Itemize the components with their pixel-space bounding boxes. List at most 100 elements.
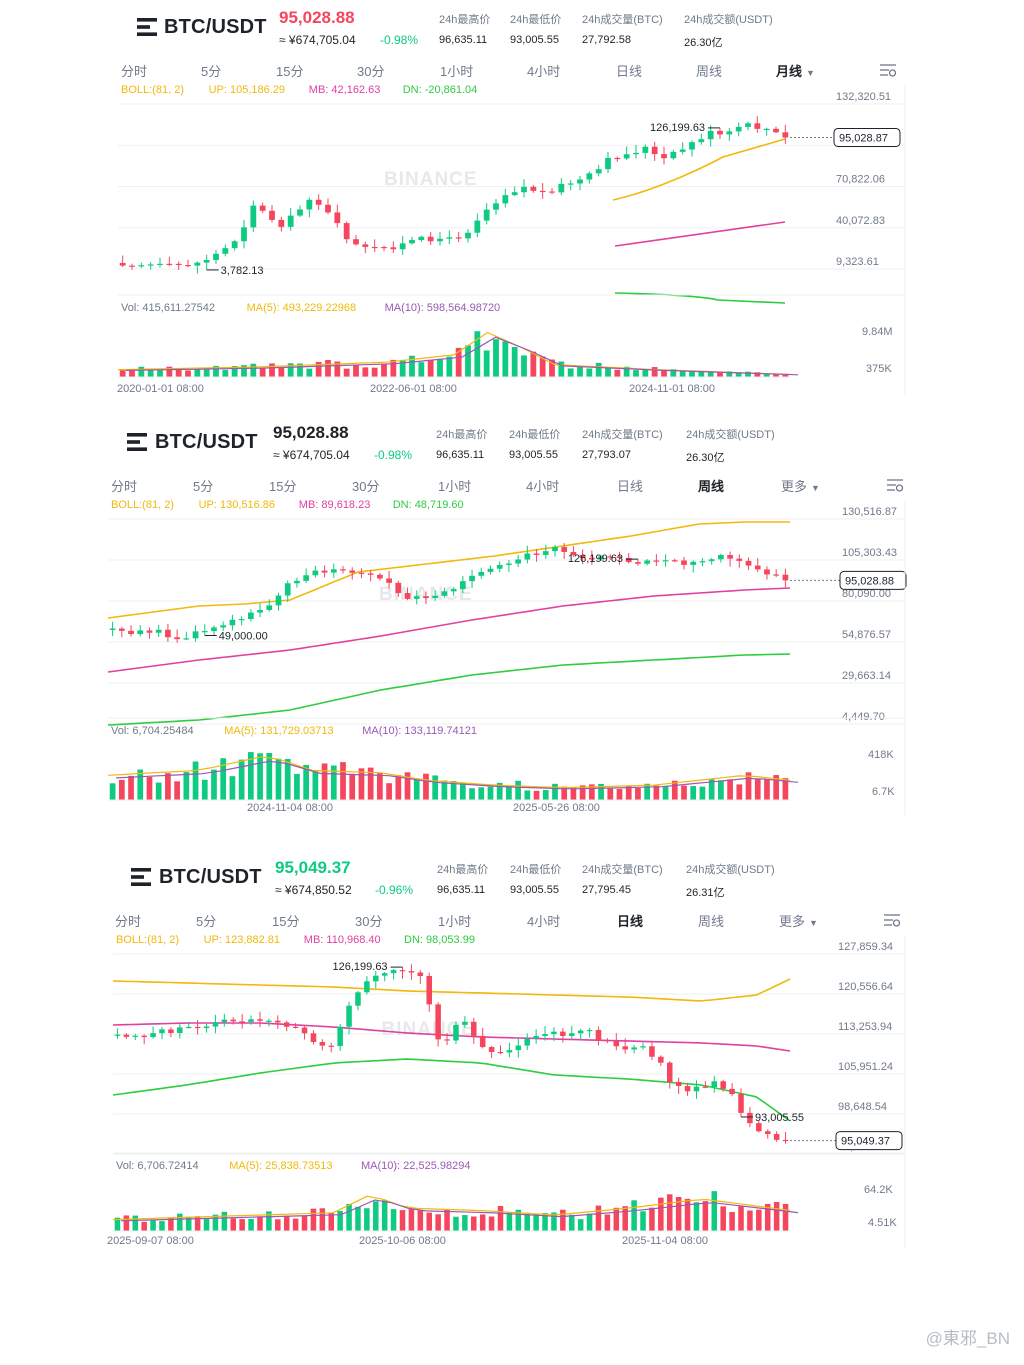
tab-1w[interactable]: 周线 [698, 479, 725, 494]
price-change: -0.98% [374, 448, 413, 462]
volume-bar [738, 1206, 744, 1231]
volume-bar [194, 369, 201, 377]
candle [177, 1027, 183, 1033]
volume-bar [303, 764, 310, 800]
volume-bar [165, 773, 171, 800]
volume-bar [346, 1203, 352, 1231]
tab-more[interactable]: 更多 ▼ [779, 914, 818, 929]
volume-bar [418, 362, 425, 377]
volume-bar [717, 371, 723, 377]
candle [409, 240, 415, 244]
volume-bar [278, 367, 285, 377]
tab-15m[interactable]: 15分 [269, 479, 297, 494]
tab-1w[interactable]: 周线 [696, 64, 723, 79]
volume-bar [702, 1201, 709, 1231]
tab-1h[interactable]: 1小时 [440, 64, 474, 79]
candle [259, 205, 266, 211]
candle [549, 191, 555, 193]
candle [312, 570, 319, 576]
candlestick-chart[interactable]: 127,859.34 120,556.64 113,253.94 105,951.24… [0, 935, 1024, 1250]
tab-5m[interactable]: 5分 [201, 64, 222, 79]
candle [605, 157, 611, 170]
candle [681, 560, 687, 565]
candle [577, 179, 583, 184]
menu-icon[interactable] [127, 433, 147, 451]
tab-1h[interactable]: 1小时 [438, 914, 472, 929]
tab-more[interactable]: 更多 ▼ [781, 479, 820, 494]
tab-30m[interactable]: 30分 [355, 914, 383, 929]
volume-bar [114, 1217, 121, 1231]
tab-15m[interactable]: 15分 [276, 64, 304, 79]
current-price-tag-box [833, 127, 901, 147]
menu-icon[interactable] [131, 868, 151, 886]
candle [315, 199, 322, 205]
pair-name[interactable]: BTC/USDT [164, 16, 267, 38]
boll-mb: MB: 42,162.63 [309, 85, 381, 96]
volume-bar [399, 1210, 406, 1231]
candle [662, 560, 669, 562]
tab-4h[interactable]: 4小时 [527, 914, 561, 929]
volume-bar [174, 781, 180, 800]
candle [711, 1081, 718, 1088]
tab-1w[interactable]: 周线 [698, 914, 725, 929]
candle [479, 1035, 486, 1048]
volume-bar [549, 359, 555, 377]
chart-settings-icon[interactable] [879, 62, 897, 78]
tab-1d[interactable]: 日线 [617, 479, 644, 494]
stat-high: 24h最高价 96,635.11 [439, 14, 491, 46]
tab-1d[interactable]: 日线 [616, 64, 643, 79]
volume-bar [561, 786, 568, 800]
candle [390, 247, 397, 250]
tab-5m[interactable]: 5分 [193, 479, 214, 494]
volume-bar [231, 366, 238, 377]
volume-bar [222, 369, 229, 377]
volume-bar [681, 785, 687, 800]
volume-bar [754, 779, 761, 800]
chart-settings-icon[interactable] [886, 477, 904, 493]
candle [707, 130, 714, 140]
boll-middle-line [112, 1022, 791, 1052]
volume-label: Vol: 415,611.27542 [121, 302, 215, 314]
tab-30m[interactable]: 30分 [357, 64, 385, 79]
tab-1month[interactable]: 月线 ▼ [776, 64, 815, 79]
boll-params: BOLL:(81, 2) [121, 85, 184, 96]
tab-30m[interactable]: 30分 [352, 479, 380, 494]
stat-high: 24h最高价 96,635.11 [437, 864, 489, 896]
tab-1d[interactable]: 日线 [617, 914, 644, 929]
tab-5m[interactable]: 5分 [196, 914, 217, 929]
candle [497, 1051, 504, 1054]
volume-bar [292, 1218, 299, 1231]
volume-bar [284, 758, 291, 800]
boll-up: UP: 105,186.29 [209, 85, 285, 96]
price-axis-label: 130,516.87 [842, 506, 897, 518]
volume-axis-label: 9.84M [862, 326, 893, 338]
candlestick-chart[interactable]: 130,516.87 105,303.43 80,090.00 54,876.57 29… [0, 500, 1024, 815]
candle [614, 157, 621, 160]
candle [257, 610, 263, 613]
volume-bar [312, 771, 319, 800]
candle [633, 152, 639, 155]
candle [539, 190, 546, 193]
candle [386, 578, 392, 583]
pair-name[interactable]: BTC/USDT [159, 866, 262, 888]
candle [764, 1131, 771, 1135]
chart-settings-icon[interactable] [883, 912, 901, 928]
tab-time[interactable]: 分时 [115, 914, 142, 929]
volume-bar [426, 1212, 432, 1231]
pair-name[interactable]: BTC/USDT [155, 431, 258, 453]
tab-15m[interactable]: 15分 [272, 914, 300, 929]
candlestick-chart[interactable]: 132,320.51101,571.2870,822.0640,072.839,… [0, 85, 1024, 400]
tab-time[interactable]: 分时 [121, 64, 148, 79]
tab-1h[interactable]: 1小时 [438, 479, 472, 494]
volume-bar [266, 1211, 272, 1231]
menu-icon[interactable] [137, 18, 157, 36]
tab-4h[interactable]: 4小时 [527, 64, 561, 79]
volume-bar [745, 772, 752, 800]
price-axis-label: 4,449.70 [842, 711, 885, 723]
volume-bar [496, 782, 503, 800]
volume-bar [635, 788, 641, 800]
tab-time[interactable]: 分时 [111, 479, 138, 494]
stat-turnover: 24h成交额(USDT) 26.30亿 [686, 429, 775, 464]
volume-bar [315, 361, 322, 377]
tab-4h[interactable]: 4小时 [526, 479, 560, 494]
